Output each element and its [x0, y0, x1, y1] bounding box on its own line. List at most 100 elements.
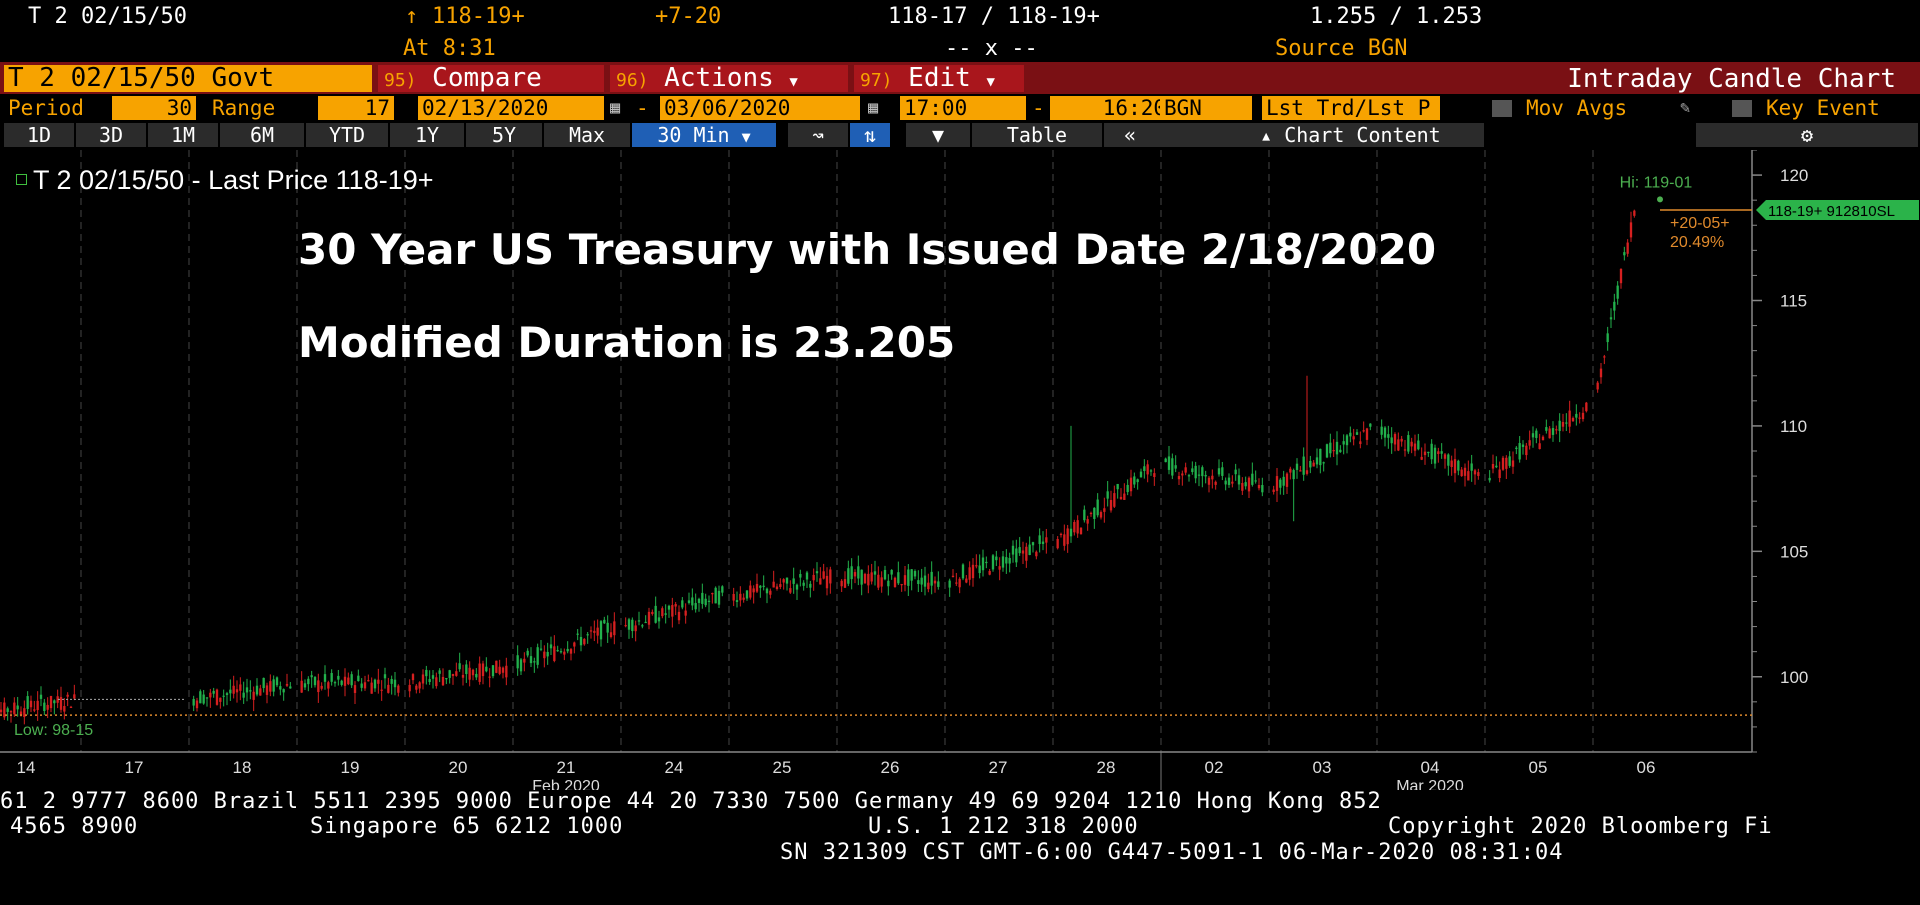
range-button-1y[interactable]: 1Y [390, 123, 464, 147]
candle-body [1041, 541, 1045, 544]
range-field[interactable]: 17 [318, 96, 394, 120]
candle-body [721, 586, 724, 593]
actions-number: 96) [616, 70, 649, 91]
candle-body [501, 667, 505, 673]
candle-body [1116, 483, 1119, 490]
range-button-3d[interactable]: 3D [76, 123, 146, 147]
last-price-tag [1756, 199, 1919, 220]
candle-body [275, 677, 279, 686]
range-button-ytd[interactable]: YTD [306, 123, 388, 147]
candle-body [526, 650, 529, 656]
candle-body [897, 572, 900, 584]
candle-body [445, 678, 448, 680]
candle-body [657, 617, 661, 622]
candle-body [1596, 382, 1599, 390]
candle-body [1578, 417, 1581, 419]
end-date-field[interactable]: 03/06/2020 [660, 96, 860, 120]
candle-body [867, 573, 870, 586]
collapse-icon: « [1124, 123, 1137, 147]
compare-button[interactable]: 95) Compare [378, 65, 604, 92]
candle-body [43, 702, 46, 712]
candle-body [860, 569, 863, 585]
candle-body [279, 686, 282, 690]
edit-button[interactable]: 97) Edit ▼ [854, 65, 1024, 92]
candle-body [779, 584, 782, 587]
mov-avgs-checkbox[interactable] [1492, 100, 1512, 117]
candle-body [23, 708, 26, 718]
candle-body [917, 580, 920, 585]
end-time-field[interactable]: 16:20 [1050, 96, 1170, 120]
candle-body [313, 677, 317, 686]
candle-body [1581, 412, 1585, 420]
candle-body [586, 634, 589, 636]
candle-body [661, 608, 664, 617]
candle-body [1089, 512, 1093, 515]
chart-content-icon: ▴ [1260, 123, 1273, 147]
chart-legend[interactable]: T 2 02/15/50 - Last Price 118-19+ [16, 165, 434, 196]
candle-body [1545, 427, 1548, 431]
footer-phones-line2a: 4565 8900 [10, 814, 139, 839]
candle-body [1275, 476, 1279, 491]
interval-dropdown[interactable]: 30 Min ▼ [632, 123, 776, 147]
range-button-5y[interactable]: 5Y [466, 123, 542, 147]
source-field[interactable]: BGN [1160, 96, 1252, 120]
period-label: Period [8, 96, 84, 120]
candle-body [370, 682, 373, 694]
candle-body [812, 574, 815, 581]
chart-type-title: Intraday Candle Chart [1567, 64, 1896, 94]
candle-body [1167, 456, 1171, 470]
range-button-1d[interactable]: 1D [4, 123, 74, 147]
candle-body [1237, 475, 1241, 485]
gear-icon[interactable]: ⚙ [1696, 123, 1918, 147]
range-button-max[interactable]: Max [544, 123, 630, 147]
candle-body [937, 581, 940, 587]
start-date-field[interactable]: 02/13/2020 [418, 96, 604, 120]
end-calendar-icon[interactable]: ▦ [868, 98, 879, 118]
change-pct-label: 20.49% [1670, 234, 1724, 251]
candle-body [795, 584, 799, 590]
price-type-field[interactable]: Lst Trd/Lst P [1262, 96, 1440, 120]
candle-body [343, 676, 347, 686]
candle-body [1541, 436, 1545, 441]
candle-body [1437, 451, 1440, 455]
last-price-tag-label: 118-19+ 912810SL [1768, 203, 1895, 220]
candle-body [523, 658, 526, 663]
range-button-6m[interactable]: 6M [220, 123, 304, 147]
candle-body [1393, 434, 1397, 445]
candle-body [1397, 439, 1400, 451]
candle-body [752, 588, 755, 593]
candle-body [1390, 437, 1393, 444]
candle-body [357, 675, 360, 682]
quote-change: +7-20 [655, 4, 722, 29]
candle-body [1460, 469, 1463, 477]
candle-body [1558, 420, 1561, 431]
x-tick-label: 18 [233, 758, 252, 777]
pencil-icon[interactable]: ✎ [1680, 98, 1691, 118]
key-events-checkbox[interactable] [1732, 100, 1752, 117]
chart-content-button[interactable]: « ▴ Chart Content [1104, 123, 1484, 147]
period-field[interactable]: 30 [112, 96, 196, 120]
start-time-field[interactable]: 17:00 [900, 96, 1026, 120]
candle-body [539, 648, 543, 650]
range-button-1m[interactable]: 1M [148, 123, 218, 147]
candle-body [225, 693, 229, 695]
candle-body [59, 696, 63, 710]
candle-body [438, 670, 441, 674]
candle-body [988, 571, 991, 575]
chart-type-dropdown-icon[interactable]: ▼ [906, 123, 970, 147]
candle-body [451, 673, 455, 677]
candle-body [415, 685, 418, 690]
actions-label: Actions [664, 63, 774, 93]
candle-body [1352, 436, 1355, 440]
security-field[interactable]: T 2 02/15/50 Govt [4, 65, 372, 92]
table-button[interactable]: Table [972, 123, 1102, 147]
candle-body [1477, 472, 1480, 476]
candle-body [1133, 476, 1136, 485]
candle-body [1096, 499, 1099, 516]
line-chart-icon[interactable]: ↝ [788, 123, 848, 147]
actions-button[interactable]: 96) Actions ▼ [610, 65, 848, 92]
start-calendar-icon[interactable]: ▦ [610, 98, 621, 118]
candle-body [681, 600, 684, 608]
candle-chart-icon[interactable]: ⇅ [850, 123, 890, 147]
candle-body [1335, 441, 1339, 455]
